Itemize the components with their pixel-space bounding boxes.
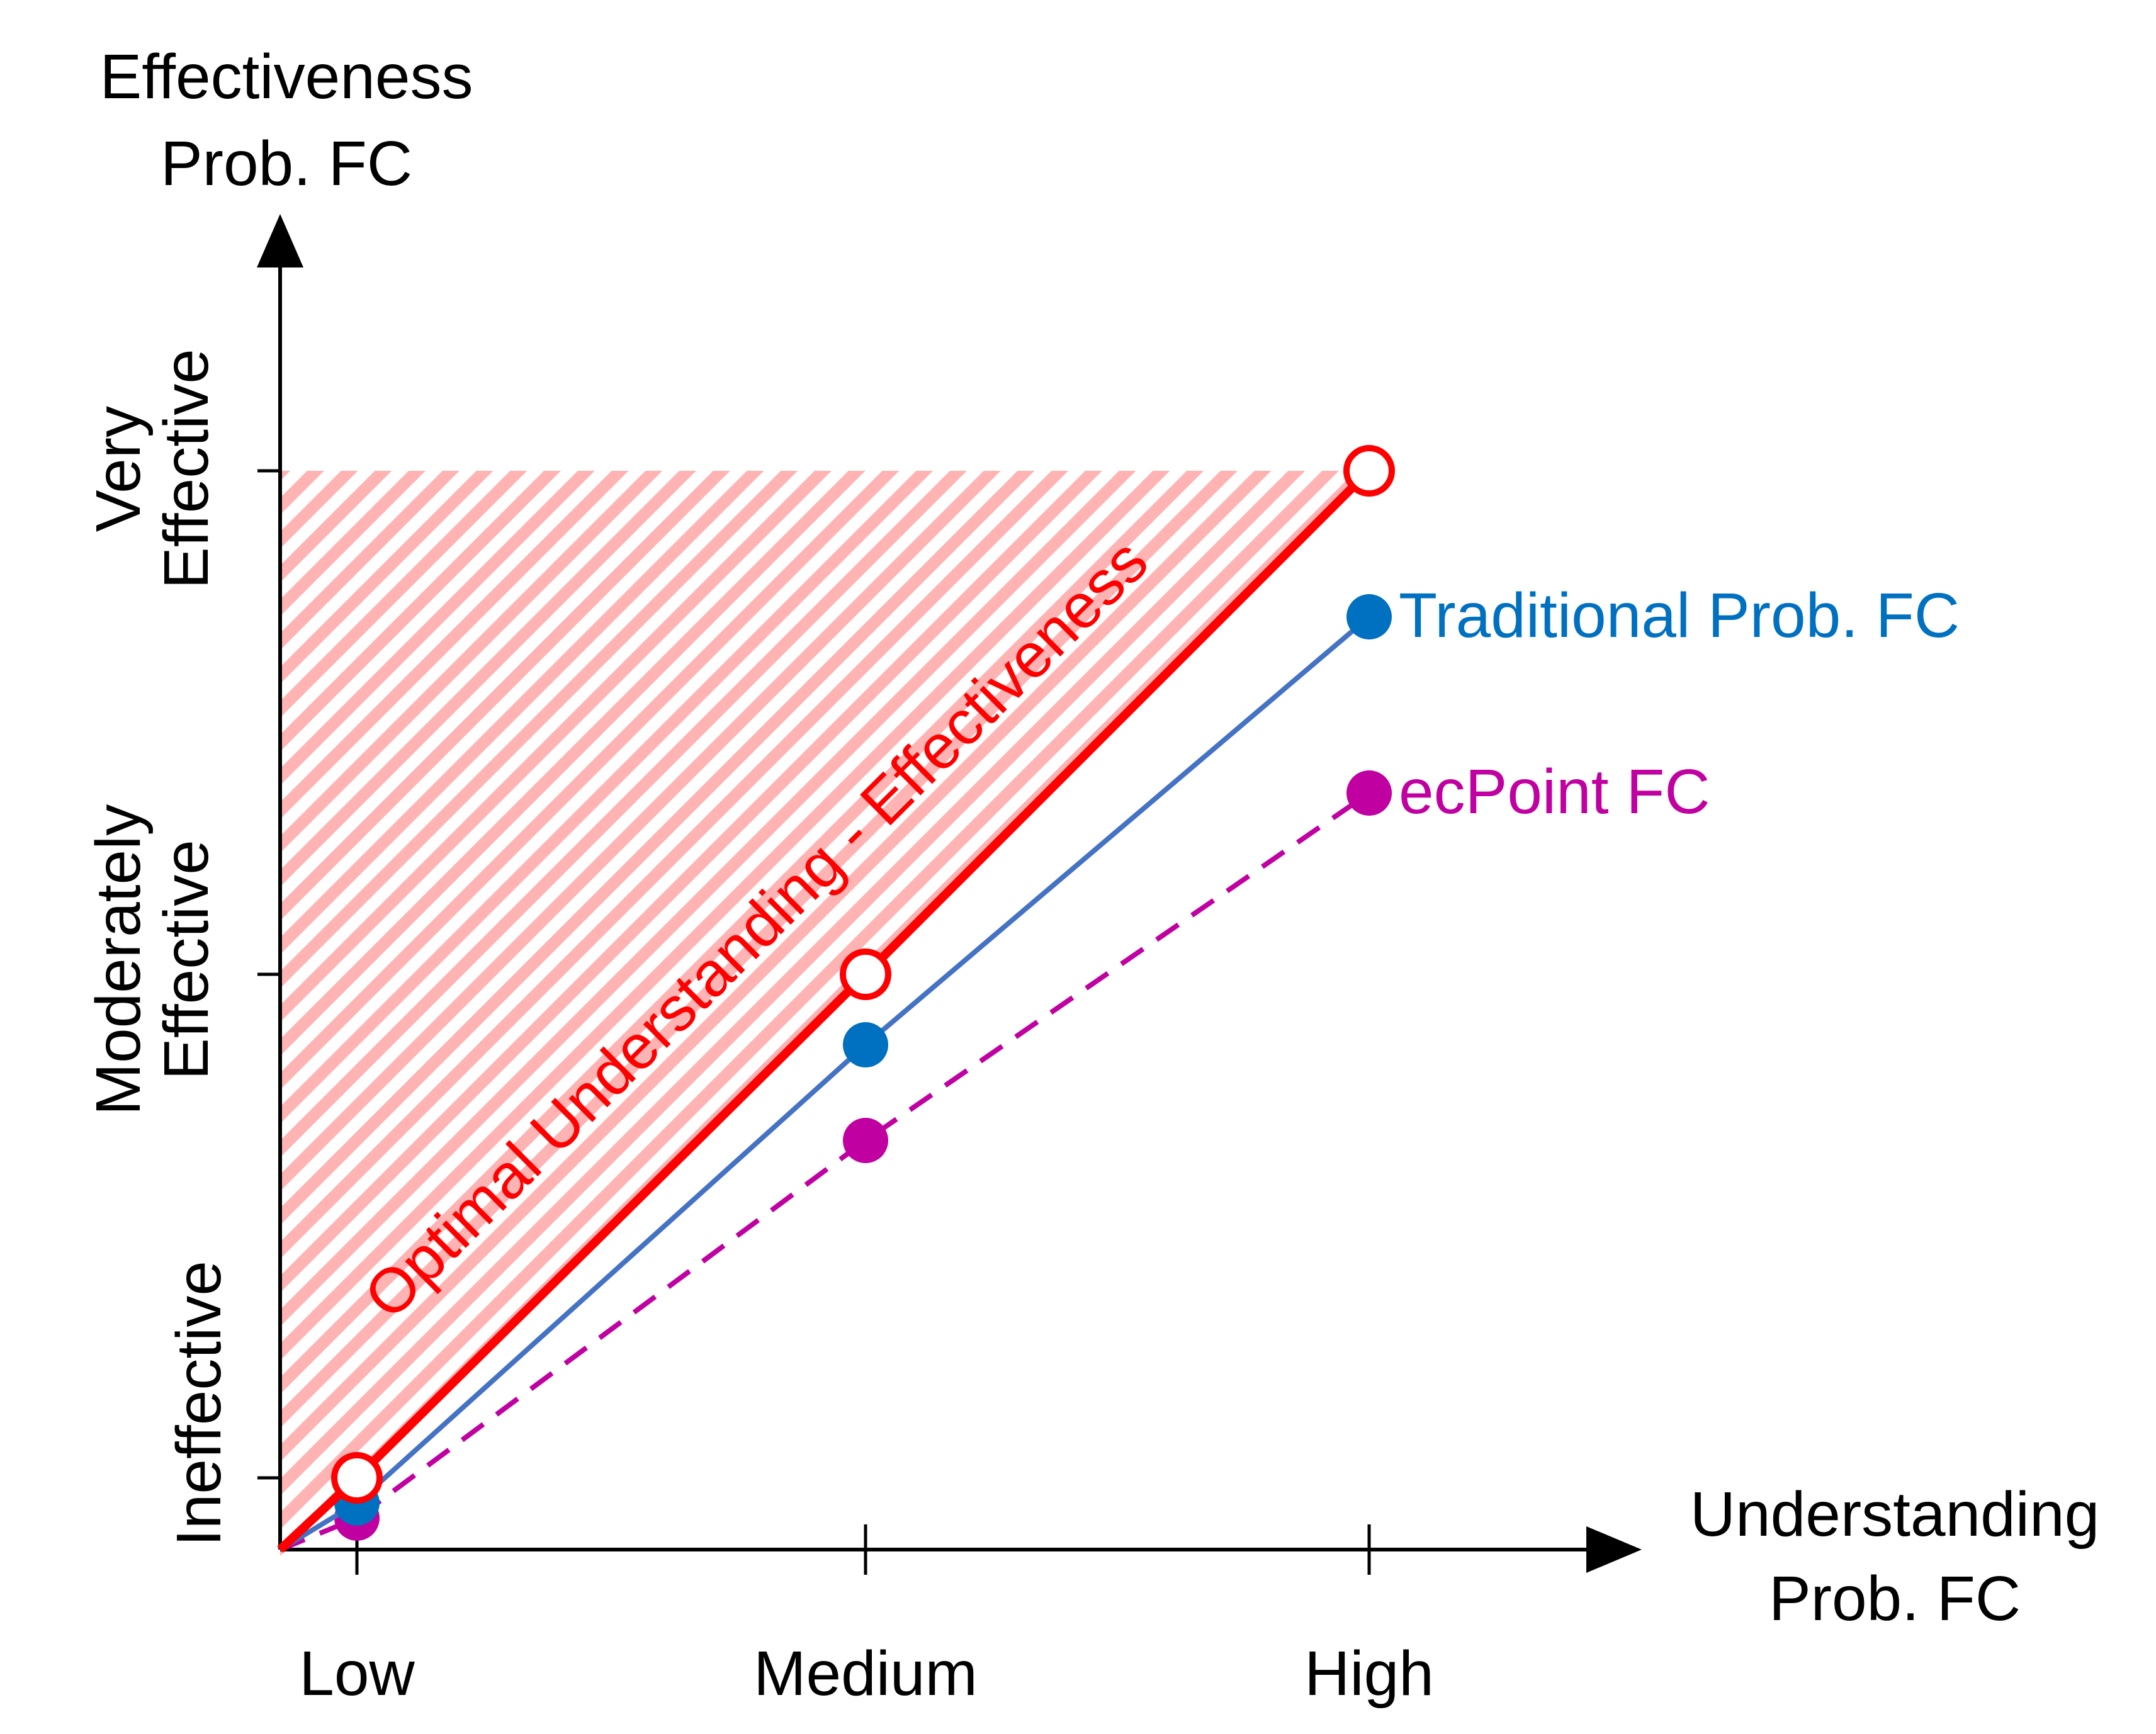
y-level-labels: IneffectiveModeratelyEffectiveVeryEffect… <box>83 349 234 1546</box>
series-line <box>279 791 1371 1552</box>
y-level-label: Ineffective <box>164 1261 234 1546</box>
data-point-marker <box>843 1022 888 1067</box>
y-level-label: Very <box>83 406 154 532</box>
x-tick-label: High <box>1304 1638 1434 1709</box>
series-label-ecpoint: ecPoint FC <box>1399 757 1710 827</box>
series-layer <box>277 445 1395 1553</box>
y-axis-title: Effectiveness Prob. FC <box>100 42 473 199</box>
y-axis-title-line-2: Prob. FC <box>161 128 412 199</box>
x-tick-label: Medium <box>753 1638 978 1709</box>
y-level-label: Effective <box>151 349 222 589</box>
data-point-marker <box>1346 594 1392 639</box>
series-label-traditional: Traditional Prob. FC <box>1399 580 1960 651</box>
data-point-marker <box>840 949 891 1000</box>
y-ticks <box>257 469 280 1480</box>
data-point-marker <box>843 1118 888 1163</box>
series-line <box>278 614 1371 1552</box>
data-point-marker <box>331 1452 383 1504</box>
y-level-label: Effective <box>151 840 222 1080</box>
y-axis-title-line-1: Effectiveness <box>100 42 473 112</box>
y-level-label: Moderately <box>83 804 154 1116</box>
x-category-labels: Low Medium High <box>299 1638 1434 1709</box>
x-axis-arrow <box>1586 1526 1642 1573</box>
series-line <box>277 468 1372 1553</box>
x-axis-title: Understanding Prob. FC <box>1690 1479 2099 1634</box>
x-axis-title-line-1: Understanding <box>1690 1479 2099 1550</box>
x-axis-title-line-2: Prob. FC <box>1769 1563 2021 1634</box>
y-axis-arrow <box>257 214 303 267</box>
data-point-marker <box>1343 445 1395 497</box>
x-tick-label: Low <box>299 1638 415 1709</box>
series-optimal <box>277 445 1395 1553</box>
data-point-marker <box>1346 770 1392 816</box>
axes <box>257 214 1642 1573</box>
